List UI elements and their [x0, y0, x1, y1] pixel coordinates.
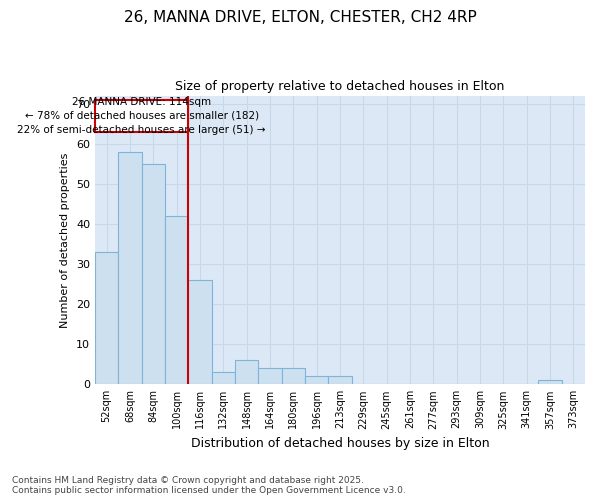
X-axis label: Distribution of detached houses by size in Elton: Distribution of detached houses by size …	[191, 437, 489, 450]
Bar	[165, 216, 188, 384]
Text: 26, MANNA DRIVE, ELTON, CHESTER, CH2 4RP: 26, MANNA DRIVE, ELTON, CHESTER, CH2 4RP	[124, 10, 476, 25]
FancyBboxPatch shape	[95, 100, 188, 132]
Bar	[95, 252, 118, 384]
Bar	[235, 360, 259, 384]
Bar	[281, 368, 305, 384]
Bar	[305, 376, 328, 384]
Text: Contains HM Land Registry data © Crown copyright and database right 2025.
Contai: Contains HM Land Registry data © Crown c…	[12, 476, 406, 495]
Title: Size of property relative to detached houses in Elton: Size of property relative to detached ho…	[175, 80, 505, 93]
Bar	[188, 280, 212, 384]
Text: 26 MANNA DRIVE: 114sqm
← 78% of detached houses are smaller (182)
22% of semi-de: 26 MANNA DRIVE: 114sqm ← 78% of detached…	[17, 96, 266, 134]
Bar	[212, 372, 235, 384]
Bar	[538, 380, 562, 384]
Bar	[328, 376, 352, 384]
Bar	[259, 368, 281, 384]
Bar	[118, 152, 142, 384]
Y-axis label: Number of detached properties: Number of detached properties	[61, 152, 70, 328]
Bar	[142, 164, 165, 384]
